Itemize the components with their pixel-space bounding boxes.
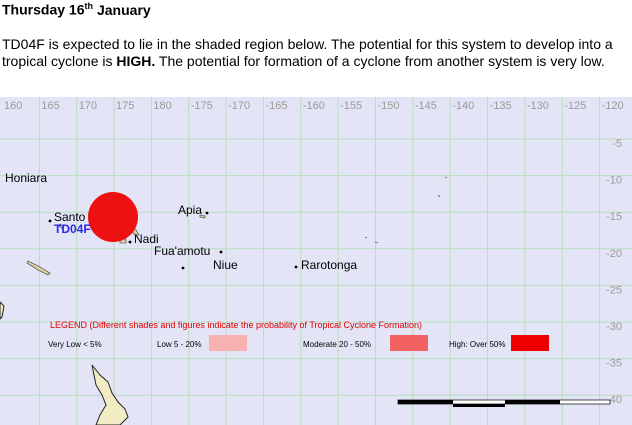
longitude-label: -160	[303, 100, 325, 112]
place-marker	[219, 250, 223, 254]
scale-bar	[397, 399, 611, 407]
latitude-label: -30	[606, 321, 622, 333]
place-label: Honiara	[5, 171, 47, 185]
longitude-label: 165	[41, 100, 59, 112]
place-label: Apia	[178, 203, 202, 217]
longitude-label: 170	[79, 100, 97, 112]
text: The potential for formation of a cyclone…	[155, 52, 605, 69]
place-label: Santo	[54, 210, 86, 224]
landmass	[91, 364, 129, 425]
system-label: TD04F	[54, 222, 91, 236]
longitude-label: -140	[452, 100, 474, 112]
legend-label: Moderate 20 - 50%	[303, 340, 371, 349]
longitude-label: -155	[340, 100, 362, 112]
longitude-label: -175	[191, 100, 213, 112]
latitude-label: -35	[606, 358, 622, 370]
heading: Thursday 16th January	[2, 1, 151, 18]
longitude-label: -135	[490, 100, 512, 112]
place-marker	[128, 240, 132, 244]
place-marker	[181, 266, 185, 270]
legend-label: Low 5 - 20%	[157, 340, 201, 349]
latitude-label: -10	[606, 175, 622, 187]
place-label: Fua'amotu	[154, 244, 210, 258]
place-marker	[294, 265, 298, 269]
longitude-label: -145	[415, 100, 437, 112]
shaded-region	[88, 192, 138, 242]
place-label: Nadi	[134, 232, 159, 246]
longitude-label: -165	[265, 100, 287, 112]
latitude-label: -25	[606, 284, 622, 296]
bold-text: HIGH.	[116, 52, 156, 69]
landmass	[0, 301, 5, 320]
heading-suffix: th	[84, 1, 93, 11]
latitude-label: -5	[612, 138, 622, 150]
longitude-label: -130	[527, 100, 549, 112]
place-label: Rarotonga	[301, 258, 357, 272]
legend-swatch	[390, 335, 428, 351]
latitude-label: -20	[606, 248, 622, 260]
longitude-label: 180	[153, 100, 171, 112]
legend-label: Very Low < 5%	[48, 340, 102, 349]
latitude-label: -15	[606, 211, 622, 223]
longitude-label: 160	[4, 100, 22, 112]
longitude-label: -125	[564, 100, 586, 112]
longitude-label: -120	[602, 100, 624, 112]
legend-label: High: Over 50%	[449, 340, 505, 349]
place-label: Niue	[213, 258, 238, 272]
text: TD04F is expected to lie in the shaded r…	[2, 36, 613, 69]
legend-swatch	[209, 335, 247, 351]
paragraph: TD04F is expected to lie in the shaded r…	[2, 36, 630, 69]
heading-month: January	[96, 1, 151, 18]
longitude-label: 175	[116, 100, 134, 112]
longitude-label: -150	[378, 100, 400, 112]
place-marker	[48, 219, 52, 223]
place-marker	[205, 211, 209, 215]
heading-text: Thursday 16	[2, 1, 85, 18]
legend-title: LEGEND (Different shades and figures ind…	[50, 320, 422, 330]
longitude-label: -170	[228, 100, 250, 112]
map: 160 165 170 175 180 -175 -170 -165 -160 -155 -150 -…	[0, 97, 632, 425]
ocean	[0, 97, 632, 425]
legend-swatch	[511, 335, 549, 351]
